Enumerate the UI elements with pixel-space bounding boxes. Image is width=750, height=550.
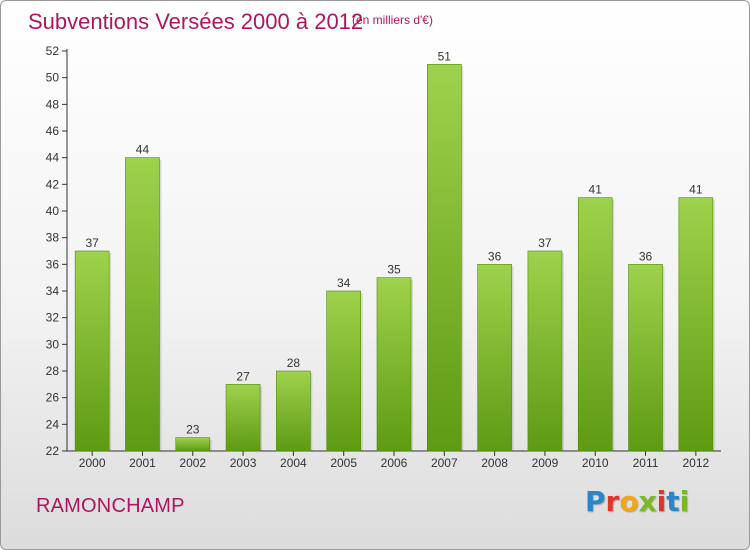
proxiti-logo: Proxiti [585, 485, 689, 518]
data-label: 44 [136, 143, 150, 157]
data-label: 37 [85, 236, 99, 250]
bar-2011 [628, 264, 663, 452]
logo-letter: i [679, 485, 690, 518]
y-tick-label: 32 [46, 311, 60, 325]
data-label: 27 [236, 369, 250, 383]
x-tick-label: 2005 [330, 456, 357, 470]
commune-name: RAMONCHAMP [36, 495, 185, 517]
y-tick-label: 52 [46, 44, 60, 58]
data-label: 41 [589, 183, 603, 197]
logo-letter: o [619, 485, 639, 518]
y-tick-label: 36 [46, 257, 60, 271]
data-label: 36 [639, 249, 653, 263]
logo-letter: x [638, 485, 657, 518]
bar-2004 [276, 370, 311, 452]
data-label: 28 [287, 356, 301, 370]
y-tick-label: 22 [46, 444, 60, 458]
y-tick-label: 30 [46, 337, 60, 351]
chart-title: Subventions Versées 2000 à 2012 [28, 9, 364, 34]
bar-2010 [577, 197, 613, 452]
logo-letter: P [585, 485, 606, 518]
y-tick-label: 34 [46, 284, 60, 298]
bar-2002 [175, 437, 211, 452]
x-tick-label: 2001 [129, 456, 156, 470]
x-tick-label: 2009 [532, 456, 559, 470]
data-label: 51 [438, 49, 452, 63]
x-tick-label: 2004 [280, 456, 307, 470]
chart-axes: 22 24 26 28 30 32 34 36 38 40 42 44 46 48 50 52 [46, 44, 721, 458]
logo-letter: t [666, 485, 680, 518]
chart-bars [74, 64, 715, 452]
x-tick-label: 2002 [179, 456, 206, 470]
data-label: 34 [337, 276, 351, 290]
y-tick-label: 50 [46, 71, 60, 85]
y-tick-label: 44 [46, 151, 60, 165]
bar-2003 [225, 384, 261, 452]
y-tick-label: 38 [46, 231, 60, 245]
y-tick-label: 42 [46, 177, 60, 191]
bar-2012 [678, 197, 714, 452]
bar-2005 [326, 290, 361, 452]
bar-2001 [125, 157, 160, 452]
x-tick-label: 2010 [582, 456, 609, 470]
y-tick-label: 26 [46, 391, 60, 405]
x-tick-label: 2012 [682, 456, 709, 470]
bar-2000 [74, 250, 110, 452]
bar-2009 [527, 250, 563, 452]
chart-subtitle: (en milliers d'€) [352, 13, 433, 27]
bar-2007 [427, 64, 462, 452]
data-label: 37 [538, 236, 552, 250]
data-label: 36 [488, 249, 502, 263]
data-label: 35 [387, 263, 401, 277]
y-tick-label: 28 [46, 364, 60, 378]
y-tick-label: 40 [46, 204, 60, 218]
bar-2006 [376, 277, 412, 452]
x-tick-label: 2006 [381, 456, 408, 470]
chart-labels: 2000 37 2001 44 2002 23 2003 27 2004 28 2005 34 2006… [79, 49, 710, 470]
x-tick-label: 2003 [230, 456, 257, 470]
x-tick-label: 2011 [633, 456, 659, 470]
y-tick-label: 46 [46, 124, 60, 138]
y-tick-label: 24 [46, 417, 60, 431]
x-tick-label: 2008 [481, 456, 508, 470]
bar-2008 [477, 264, 512, 452]
data-label: 23 [186, 423, 200, 437]
x-tick-label: 2000 [79, 456, 106, 470]
logo-letter: r [605, 485, 620, 518]
logo-letter: i [656, 485, 667, 518]
y-tick-label: 48 [46, 97, 60, 111]
data-label: 41 [689, 183, 703, 197]
x-tick-label: 2007 [431, 456, 458, 470]
